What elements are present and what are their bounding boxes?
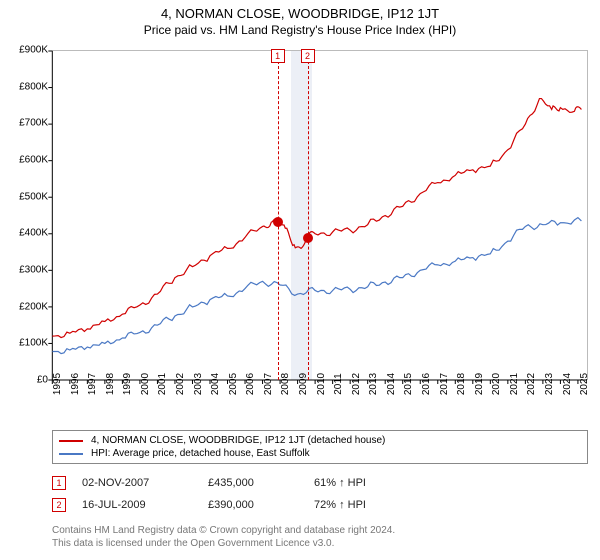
x-tick-label: 2023 bbox=[544, 373, 555, 395]
x-tick-label: 1998 bbox=[105, 373, 116, 395]
legend-label: 4, NORMAN CLOSE, WOODBRIDGE, IP12 1JT (d… bbox=[91, 435, 385, 446]
plot-svg bbox=[52, 51, 587, 380]
x-tick-label: 2009 bbox=[298, 373, 309, 395]
y-tick-label: £800K bbox=[19, 81, 48, 92]
sale-row-marker: 2 bbox=[52, 498, 66, 512]
sales-table: 1 02-NOV-2007 £435,000 61% ↑ HPI 2 16-JUL-200… bbox=[52, 472, 588, 516]
chart-title: 4, NORMAN CLOSE, WOODBRIDGE, IP12 1JT bbox=[0, 0, 600, 21]
sale-marker-box: 1 bbox=[271, 49, 285, 63]
sale-price: £435,000 bbox=[208, 477, 298, 489]
footer-line-2: This data is licensed under the Open Gov… bbox=[52, 537, 588, 550]
series-line-hpi bbox=[52, 218, 581, 354]
chart-container: 4, NORMAN CLOSE, WOODBRIDGE, IP12 1JT Pr… bbox=[0, 0, 600, 560]
sale-marker-dot bbox=[273, 217, 283, 227]
x-tick-label: 2014 bbox=[386, 373, 397, 395]
sale-marker-vline bbox=[308, 51, 309, 380]
x-tick-label: 2003 bbox=[193, 373, 204, 395]
x-tick-label: 2025 bbox=[579, 373, 590, 395]
legend-swatch bbox=[59, 440, 83, 442]
sale-price: £390,000 bbox=[208, 499, 298, 511]
x-tick-label: 1999 bbox=[122, 373, 133, 395]
x-tick-label: 2005 bbox=[228, 373, 239, 395]
y-tick-label: £300K bbox=[19, 265, 48, 276]
x-tick-label: 2021 bbox=[509, 373, 520, 395]
legend-label: HPI: Average price, detached house, East… bbox=[91, 448, 310, 459]
y-axis: £0£100K£200K£300K£400K£500K£600K£700K£80… bbox=[0, 50, 52, 380]
sale-pct: 72% ↑ HPI bbox=[314, 499, 414, 511]
x-tick-label: 2001 bbox=[157, 373, 168, 395]
x-tick-label: 2007 bbox=[263, 373, 274, 395]
x-tick-label: 2018 bbox=[456, 373, 467, 395]
footer-attribution: Contains HM Land Registry data © Crown c… bbox=[52, 524, 588, 550]
x-tick-label: 2011 bbox=[333, 373, 344, 395]
x-tick-label: 2017 bbox=[439, 373, 450, 395]
x-tick-label: 1995 bbox=[52, 373, 63, 395]
x-tick-label: 2010 bbox=[316, 373, 327, 395]
sale-date: 02-NOV-2007 bbox=[82, 477, 192, 489]
chart-subtitle: Price paid vs. HM Land Registry's House … bbox=[0, 21, 600, 41]
x-tick-label: 2012 bbox=[351, 373, 362, 395]
plot-area: 12 bbox=[52, 50, 588, 380]
y-tick-label: £600K bbox=[19, 155, 48, 166]
x-tick-label: 2006 bbox=[245, 373, 256, 395]
x-tick-label: 1996 bbox=[70, 373, 81, 395]
series-line-property bbox=[52, 99, 581, 338]
sale-pct: 61% ↑ HPI bbox=[314, 477, 414, 489]
y-tick-label: £100K bbox=[19, 338, 48, 349]
y-tick-label: £0 bbox=[37, 375, 48, 386]
y-tick-label: £500K bbox=[19, 191, 48, 202]
sale-marker-box: 2 bbox=[301, 49, 315, 63]
sale-row: 1 02-NOV-2007 £435,000 61% ↑ HPI bbox=[52, 472, 588, 494]
x-tick-label: 2022 bbox=[526, 373, 537, 395]
legend-item: 4, NORMAN CLOSE, WOODBRIDGE, IP12 1JT (d… bbox=[59, 434, 581, 447]
legend-swatch bbox=[59, 453, 83, 455]
x-tick-label: 2015 bbox=[403, 373, 414, 395]
x-tick-label: 2000 bbox=[140, 373, 151, 395]
sale-date: 16-JUL-2009 bbox=[82, 499, 192, 511]
legend: 4, NORMAN CLOSE, WOODBRIDGE, IP12 1JT (d… bbox=[52, 430, 588, 464]
y-tick-label: £400K bbox=[19, 228, 48, 239]
x-tick-label: 2020 bbox=[491, 373, 502, 395]
y-tick-label: £900K bbox=[19, 45, 48, 56]
x-tick-label: 2019 bbox=[474, 373, 485, 395]
x-tick-label: 2016 bbox=[421, 373, 432, 395]
x-tick-label: 2024 bbox=[562, 373, 573, 395]
x-tick-label: 2002 bbox=[175, 373, 186, 395]
sale-row-marker: 1 bbox=[52, 476, 66, 490]
x-tick-label: 2004 bbox=[210, 373, 221, 395]
y-tick-label: £200K bbox=[19, 301, 48, 312]
x-tick-label: 2013 bbox=[368, 373, 379, 395]
sale-marker-vline bbox=[278, 51, 279, 380]
x-tick-label: 2008 bbox=[280, 373, 291, 395]
sale-marker-dot bbox=[303, 233, 313, 243]
legend-item: HPI: Average price, detached house, East… bbox=[59, 447, 581, 460]
x-tick-label: 1997 bbox=[87, 373, 98, 395]
y-tick-label: £700K bbox=[19, 118, 48, 129]
sale-row: 2 16-JUL-2009 £390,000 72% ↑ HPI bbox=[52, 494, 588, 516]
footer-line-1: Contains HM Land Registry data © Crown c… bbox=[52, 524, 588, 537]
